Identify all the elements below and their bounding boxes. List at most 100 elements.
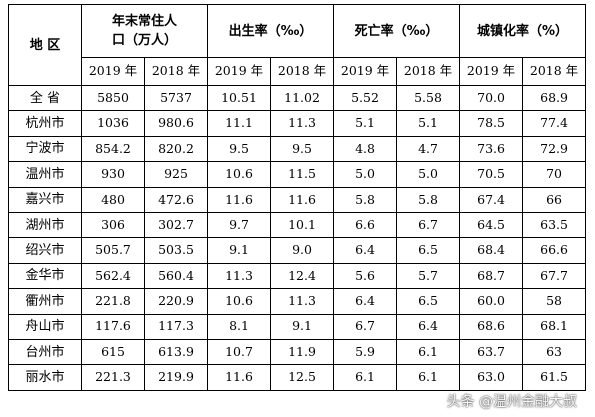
- year-header: 2019 年: [333, 57, 398, 86]
- value-cell: 5.0: [396, 161, 461, 188]
- value-cell: 63.7: [459, 338, 524, 366]
- value-cell: 10.6: [207, 161, 272, 188]
- value-cell: 615: [81, 338, 145, 366]
- value-cell: 12.4: [270, 262, 335, 290]
- value-cell: 63: [522, 338, 587, 366]
- value-cell: 68.7: [459, 262, 524, 290]
- value-cell: 221.8: [81, 288, 145, 315]
- value-cell: 5.6: [333, 262, 398, 290]
- value-cell: 5.52: [333, 84, 398, 112]
- value-cell: 6.4: [333, 288, 398, 315]
- table-row: 杭州市 1036 980.6 11.1 11.3 5.1 5.1 78.5 77.4: [8, 110, 587, 137]
- region-cell: 湖州市: [8, 211, 82, 239]
- value-cell: 1036: [81, 110, 145, 137]
- value-cell: 9.7: [207, 211, 272, 239]
- value-cell: 562.4: [81, 262, 145, 290]
- table-row: 台州市 615 613.9 10.7 11.9 5.9 6.1 63.7 63: [8, 338, 587, 366]
- value-cell: 70.0: [459, 84, 524, 112]
- value-cell: 73.6: [459, 135, 524, 163]
- value-cell: 70: [522, 161, 587, 188]
- value-cell: 820.2: [143, 135, 209, 163]
- header-birth-rate: 出生率（‰）: [207, 4, 335, 58]
- value-cell: 12.5: [270, 364, 335, 391]
- region-cell: 全 省: [8, 84, 82, 112]
- value-cell: 11.3: [270, 110, 335, 137]
- value-cell: 221.3: [81, 364, 145, 391]
- region-cell: 宁波市: [8, 135, 82, 163]
- header-urbanization: 城镇化率（%）: [459, 4, 587, 58]
- value-cell: 5.1: [396, 110, 461, 137]
- value-cell: 5.7: [396, 262, 461, 290]
- region-cell: 金华市: [8, 262, 82, 290]
- value-cell: 5.1: [333, 110, 398, 137]
- region-cell: 嘉兴市: [8, 186, 82, 213]
- watermark: 头条 @温州金融大叔: [447, 391, 577, 411]
- header-population: 年末常住人口（万人）: [80, 4, 209, 58]
- region-cell: 台州市: [8, 338, 82, 366]
- table-row: 湖州市 306 302.7 9.7 10.1 6.6 6.7 64.5 63.5: [8, 211, 587, 239]
- value-cell: 472.6: [143, 186, 209, 213]
- value-cell: 9.5: [207, 135, 272, 163]
- table-row: 衢州市 221.8 220.9 10.6 11.3 6.4 6.5 60.0 58: [8, 288, 587, 315]
- value-cell: 9.1: [207, 237, 272, 264]
- year-header: 2018 年: [522, 57, 587, 86]
- table-row: 舟山市 117.6 117.3 8.1 9.1 6.7 6.4 68.6 68.1: [8, 313, 587, 340]
- value-cell: 60.0: [459, 288, 524, 315]
- year-header: 2019 年: [207, 57, 272, 86]
- value-cell: 68.1: [522, 313, 587, 340]
- value-cell: 220.9: [143, 288, 209, 315]
- table-row: 绍兴市 505.7 503.5 9.1 9.0 6.4 6.5 68.4 66.6: [8, 237, 587, 264]
- value-cell: 10.1: [270, 211, 335, 239]
- value-cell: 5.0: [333, 161, 398, 188]
- value-cell: 61.5: [522, 364, 587, 391]
- value-cell: 8.1: [207, 313, 272, 340]
- table-row: 宁波市 854.2 820.2 9.5 9.5 4.8 4.7 73.6 72.9: [8, 135, 587, 163]
- value-cell: 68.6: [459, 313, 524, 340]
- value-cell: 67.4: [459, 186, 524, 213]
- value-cell: 6.1: [396, 338, 461, 366]
- table-row: 嘉兴市 480 472.6 11.6 11.6 5.8 5.8 67.4 66: [8, 186, 587, 213]
- region-cell: 衢州市: [8, 288, 82, 315]
- value-cell: 930: [81, 161, 145, 188]
- value-cell: 5737: [143, 84, 209, 112]
- value-cell: 6.1: [396, 364, 461, 391]
- value-cell: 980.6: [143, 110, 209, 137]
- value-cell: 11.6: [207, 364, 272, 391]
- value-cell: 6.4: [396, 313, 461, 340]
- value-cell: 5850: [81, 84, 145, 112]
- value-cell: 9.5: [270, 135, 335, 163]
- value-cell: 67.7: [522, 262, 587, 290]
- value-cell: 11.3: [270, 288, 335, 315]
- year-header: 2018 年: [270, 57, 335, 86]
- value-cell: 72.9: [522, 135, 587, 163]
- value-cell: 68.9: [522, 84, 587, 112]
- value-cell: 11.02: [270, 84, 335, 112]
- value-cell: 66: [522, 186, 587, 213]
- value-cell: 5.58: [396, 84, 461, 112]
- value-cell: 4.7: [396, 135, 461, 163]
- value-cell: 302.7: [143, 211, 209, 239]
- header-death-rate: 死亡率（‰）: [333, 4, 461, 58]
- table-row: 温州市 930 925 10.6 11.5 5.0 5.0 70.5 70: [8, 161, 587, 188]
- value-cell: 64.5: [459, 211, 524, 239]
- watermark-text: 头条 @温州金融大叔: [446, 394, 577, 410]
- value-cell: 5.8: [396, 186, 461, 213]
- table-body: 全 省 5850 5737 10.51 11.02 5.52 5.58 70.0 68.9 杭州市…: [8, 84, 587, 391]
- region-cell: 杭州市: [8, 110, 82, 137]
- value-cell: 58: [522, 288, 587, 315]
- year-header: 2018 年: [396, 57, 461, 86]
- value-cell: 11.9: [270, 338, 335, 366]
- value-cell: 11.6: [270, 186, 335, 213]
- value-cell: 10.51: [207, 84, 272, 112]
- value-cell: 5.9: [333, 338, 398, 366]
- value-cell: 9.0: [270, 237, 335, 264]
- region-cell: 温州市: [8, 161, 82, 188]
- value-cell: 68.4: [459, 237, 524, 264]
- value-cell: 480: [81, 186, 145, 213]
- header-region: 地 区: [8, 4, 82, 86]
- region-cell: 绍兴市: [8, 237, 82, 264]
- table-row: 丽水市 221.3 219.9 11.6 12.5 6.1 6.1 63.0 61.5: [8, 364, 587, 391]
- value-cell: 9.1: [270, 313, 335, 340]
- region-cell: 丽水市: [8, 364, 82, 391]
- value-cell: 63.0: [459, 364, 524, 391]
